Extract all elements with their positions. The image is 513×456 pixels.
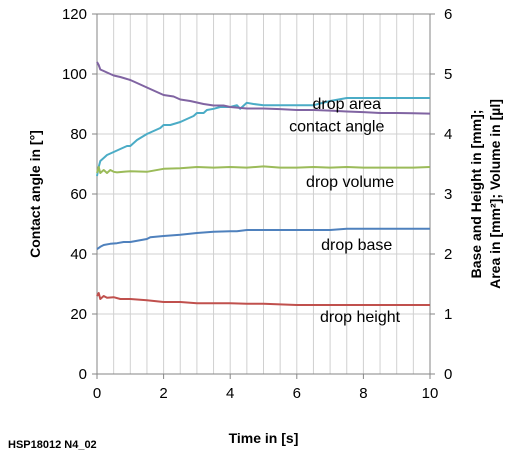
grid [97, 14, 430, 374]
y-left-tick-label: 80 [70, 126, 87, 143]
y-right-tick-label: 5 [444, 66, 452, 83]
y-left-tick-label: 60 [70, 186, 87, 203]
series-group [96, 61, 431, 306]
y-axis-right-title-line1: Base and Height in [mm]; [468, 110, 484, 279]
series-label-contact-angle: contact angle [289, 119, 384, 136]
x-tick-label: 4 [226, 385, 234, 402]
x-tick-label: 6 [293, 385, 301, 402]
y-right-tick-label: 3 [444, 186, 452, 203]
series-line-drop-base [96, 227, 430, 251]
x-axis-title: Time in [s] [229, 430, 299, 446]
y-left-tick-label: 100 [62, 66, 87, 83]
y-axis-left-title: Contact angle in [°] [27, 130, 43, 258]
series-label-drop-height: drop height [320, 309, 401, 326]
series-label-drop-base: drop base [321, 237, 392, 254]
y-right-tick-label: 2 [444, 246, 452, 263]
y-left-tick-label: 120 [62, 6, 87, 23]
footnote: HSP18012 N4_02 [8, 439, 97, 451]
series-label-drop-volume: drop volume [306, 174, 394, 191]
y-axis-right-title-line2: Area in [mm²]; Volume in [µl] [487, 99, 503, 289]
y-left-tick-label: 40 [70, 246, 87, 263]
series-labels: drop area contact angle drop volume drop ba… [289, 96, 400, 326]
series-line-drop-area [96, 97, 430, 177]
y-right-tick-label: 1 [444, 306, 452, 323]
x-tick-label: 0 [93, 385, 101, 402]
series-label-drop-area: drop area [313, 96, 382, 113]
series-line-drop-height [96, 292, 430, 306]
y-right-tick-label: 4 [444, 126, 452, 143]
y-right-tick-label: 0 [444, 366, 452, 383]
x-tick-label: 2 [159, 385, 167, 402]
series-line-contact-angle [96, 61, 431, 115]
y-right-tick-label: 6 [444, 6, 452, 23]
x-tick-label: 10 [422, 385, 439, 402]
y-left-tick-label: 20 [70, 306, 87, 323]
x-tick-label: 8 [359, 385, 367, 402]
series-line-drop-volume [96, 165, 431, 174]
y-left-tick-label: 0 [79, 366, 87, 383]
